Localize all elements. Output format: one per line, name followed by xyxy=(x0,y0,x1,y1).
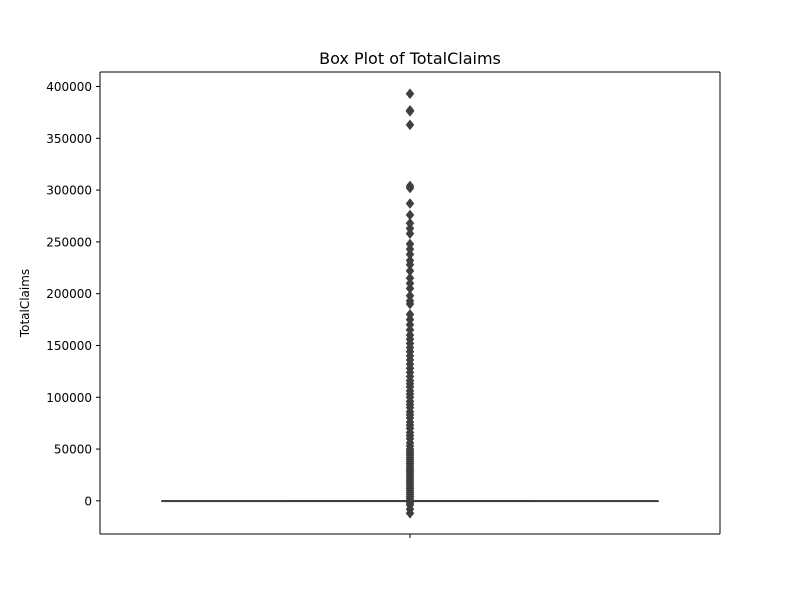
outlier-point xyxy=(405,119,415,131)
y-tick-label: 300000 xyxy=(46,184,92,198)
y-tick-label: 250000 xyxy=(46,235,92,249)
y-tick-label: 100000 xyxy=(46,391,92,405)
outlier-point xyxy=(405,209,415,221)
axes-layer: 0 50000 100000 150000 200000 250000 300000 3500… xyxy=(46,71,721,538)
plot-layer xyxy=(161,88,659,519)
outlier-point xyxy=(405,238,415,250)
outlier-point xyxy=(405,198,415,209)
outlier-point xyxy=(405,290,415,302)
y-axis-label: TotalClaims xyxy=(18,269,32,338)
y-tick-label: 200000 xyxy=(46,287,92,301)
outlier-point xyxy=(405,88,415,100)
chart-title: Box Plot of TotalClaims xyxy=(319,49,501,68)
y-tick-label: 0 xyxy=(84,494,92,508)
y-tick-label: 350000 xyxy=(46,132,92,146)
y-tick-label: 150000 xyxy=(46,339,92,353)
y-tick-label: 50000 xyxy=(54,443,92,457)
outlier-point xyxy=(405,217,415,229)
outlier-point xyxy=(405,308,415,320)
outlier-point xyxy=(405,265,415,277)
y-tick-label: 400000 xyxy=(46,80,92,94)
outlier-point xyxy=(405,255,415,266)
outlier-point xyxy=(405,180,415,192)
outlier-point xyxy=(405,104,415,116)
outlier-point xyxy=(405,272,415,284)
